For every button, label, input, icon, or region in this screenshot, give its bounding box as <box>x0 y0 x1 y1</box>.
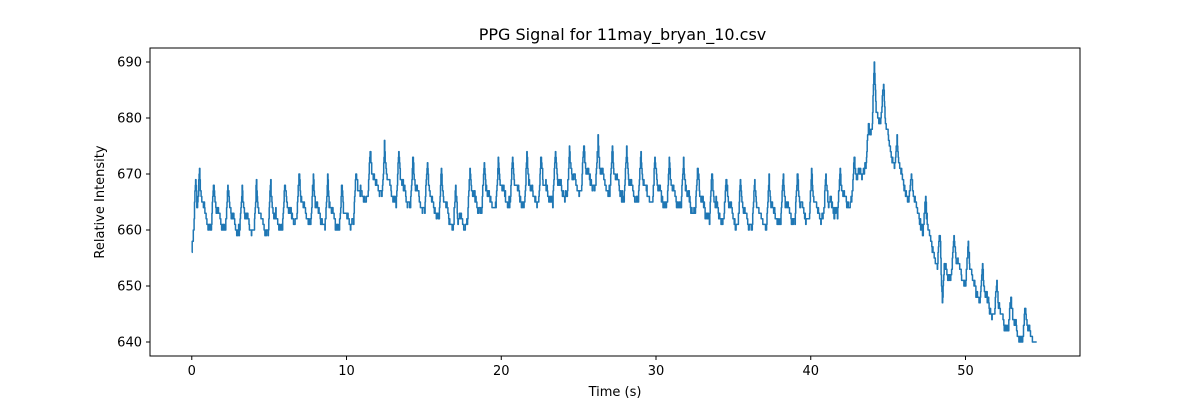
x-tick-label: 40 <box>802 364 819 379</box>
y-tick-label: 680 <box>117 112 142 127</box>
y-tick-label: 660 <box>117 224 142 239</box>
y-axis-label: Relative Intensity <box>93 145 108 258</box>
y-tick-label: 640 <box>117 336 142 351</box>
ppg-signal-line <box>191 61 1038 343</box>
plot-area <box>191 61 1038 343</box>
axes-frame <box>149 47 1081 357</box>
x-tick-label: 10 <box>338 364 355 379</box>
y-tick-label: 690 <box>117 56 142 71</box>
x-tick-label: 20 <box>493 364 510 379</box>
x-tick-label: 50 <box>957 364 974 379</box>
y-tick-label: 650 <box>117 280 142 295</box>
x-tick-label: 30 <box>648 364 665 379</box>
y-axis: 640 650 660 670 680 690 <box>117 56 150 351</box>
x-tick-label: 0 <box>188 364 196 379</box>
x-axis-label: Time (s) <box>588 385 642 400</box>
chart-title: PPG Signal for 11may_bryan_10.csv <box>479 25 767 45</box>
y-tick-label: 670 <box>117 168 142 183</box>
x-axis: 0 10 20 30 40 50 <box>188 356 974 379</box>
